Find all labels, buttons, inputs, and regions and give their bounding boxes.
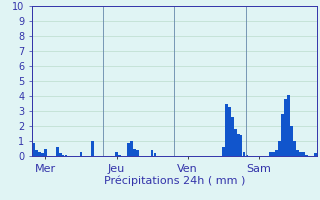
Bar bbox=[127, 142, 130, 156]
Bar bbox=[299, 152, 302, 156]
Bar bbox=[269, 152, 272, 156]
Bar bbox=[296, 150, 299, 156]
Bar bbox=[38, 152, 41, 156]
Bar bbox=[130, 141, 133, 156]
Bar bbox=[56, 147, 59, 156]
Bar bbox=[41, 153, 44, 156]
Bar bbox=[305, 154, 308, 156]
Bar bbox=[293, 141, 296, 156]
Bar bbox=[80, 152, 82, 156]
Bar bbox=[240, 135, 243, 156]
Bar bbox=[246, 154, 248, 156]
Bar bbox=[44, 148, 47, 156]
Bar bbox=[133, 148, 136, 156]
Bar bbox=[243, 152, 245, 156]
Bar bbox=[281, 114, 284, 156]
Bar bbox=[136, 150, 139, 156]
Bar bbox=[302, 152, 305, 156]
Bar bbox=[276, 150, 278, 156]
Bar bbox=[115, 152, 118, 156]
Bar bbox=[151, 150, 154, 156]
Bar bbox=[92, 141, 94, 156]
Bar bbox=[228, 106, 231, 156]
Bar bbox=[118, 154, 121, 156]
Bar bbox=[59, 153, 61, 156]
Bar bbox=[272, 152, 275, 156]
X-axis label: Précipitations 24h ( mm ): Précipitations 24h ( mm ) bbox=[104, 175, 245, 186]
Bar bbox=[234, 129, 236, 156]
Bar bbox=[32, 142, 35, 156]
Bar bbox=[231, 117, 234, 156]
Bar bbox=[154, 153, 156, 156]
Bar bbox=[222, 147, 225, 156]
Bar bbox=[225, 104, 228, 156]
Bar bbox=[35, 150, 38, 156]
Bar bbox=[62, 154, 65, 156]
Bar bbox=[65, 154, 68, 156]
Bar bbox=[278, 141, 281, 156]
Bar bbox=[314, 153, 317, 156]
Bar bbox=[287, 95, 290, 156]
Bar bbox=[290, 126, 293, 156]
Bar bbox=[237, 134, 239, 156]
Bar bbox=[284, 99, 287, 156]
